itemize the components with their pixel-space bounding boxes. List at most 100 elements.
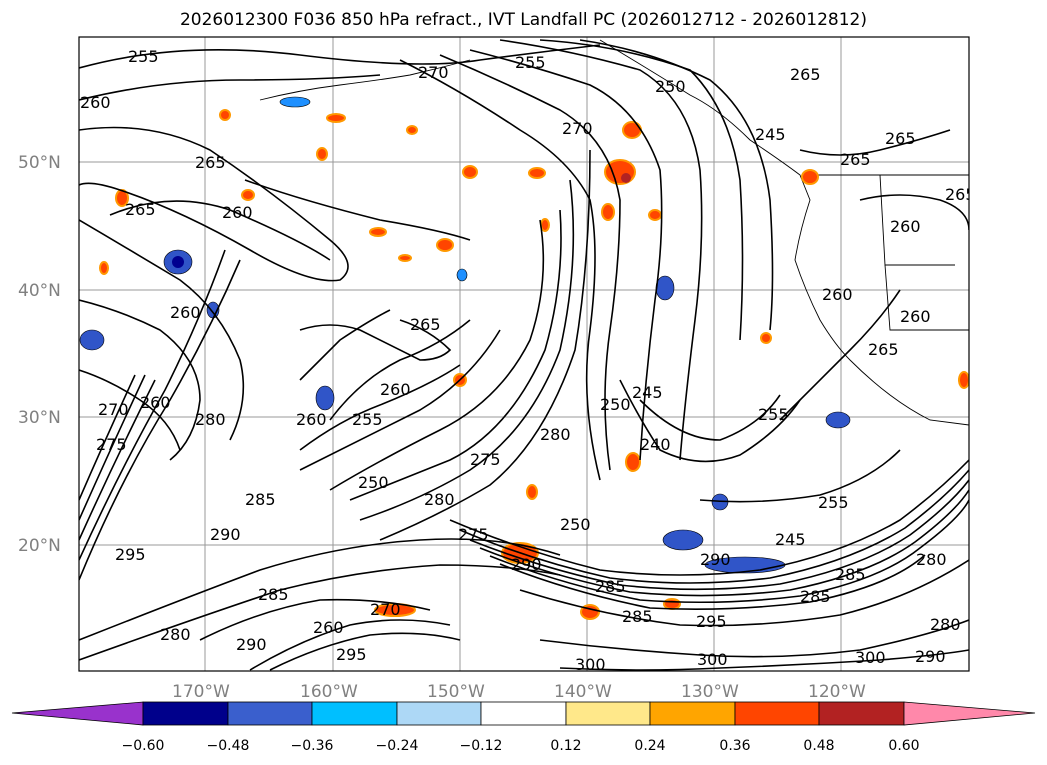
colorbar-tick: 0.24	[634, 738, 665, 754]
colorbar-segment	[142, 701, 229, 726]
lat-label-40n: 40°N	[18, 281, 61, 301]
contour-label: 270	[562, 119, 593, 138]
map-title: 2026012300 F036 850 hPa refract., IVT La…	[179, 10, 867, 30]
contour-label: 290	[236, 635, 267, 654]
contour-labels: 255 270 255 250 260 270 245 265 265 260 …	[80, 47, 976, 674]
colorbar-tick: −0.12	[460, 738, 503, 754]
contour-label: 280	[424, 490, 455, 509]
contour-label: 250	[560, 515, 591, 534]
contour-label: 300	[575, 655, 606, 674]
contour-label: 265	[885, 129, 916, 148]
contour-label: 300	[855, 648, 886, 667]
contour-label: 295	[115, 545, 146, 564]
lon-label-130w: 130°W	[681, 682, 739, 702]
contour-label: 285	[622, 607, 653, 626]
colorbar-tick: −0.24	[376, 738, 419, 754]
contour-label: 255	[758, 405, 789, 424]
contour-label: 280	[160, 625, 191, 644]
lat-label-50n: 50°N	[18, 153, 61, 173]
colorbar: −0.60 −0.48 −0.36 −0.24 −0.12 0.12 0.24 …	[11, 701, 1036, 754]
contour-label: 260	[380, 380, 411, 399]
lon-label-120w: 120°W	[808, 682, 866, 702]
colorbar-tick: 0.60	[888, 738, 919, 754]
colorbar-tick: 0.12	[550, 738, 581, 754]
contour-label: 270	[370, 600, 401, 619]
contour-label: 285	[595, 577, 626, 596]
contour-label: 245	[775, 530, 806, 549]
contour-label: 240	[640, 435, 671, 454]
contour-label: 290	[511, 555, 542, 574]
contour-label: 260	[900, 307, 931, 326]
lon-labels: 170°W 160°W 150°W 140°W 130°W 120°W	[172, 682, 866, 702]
contour-label: 265	[195, 153, 226, 172]
colorbar-segment	[565, 701, 651, 726]
contour-label: 245	[632, 383, 663, 402]
contour-label: 270	[98, 400, 129, 419]
contour-label: 265	[868, 340, 899, 359]
contour-label: 280	[195, 410, 226, 429]
coastline	[259, 39, 969, 426]
contour-label: 285	[800, 587, 831, 606]
colorbar-tick: −0.48	[207, 738, 250, 754]
lon-label-170w: 170°W	[172, 682, 230, 702]
colorbar-segment	[480, 701, 567, 726]
contour-label: 250	[358, 473, 389, 492]
colorbar-tick: 0.36	[719, 738, 750, 754]
contour-label: 275	[470, 450, 501, 469]
contour-label: 265	[945, 185, 976, 204]
colorbar-segment	[396, 701, 482, 726]
contour-label: 260	[296, 410, 327, 429]
colorbar-tick: −0.60	[122, 738, 165, 754]
contour-label: 295	[336, 645, 367, 664]
contour-label: 280	[916, 550, 947, 569]
contour-label: 255	[818, 493, 849, 512]
colorbar-segment	[734, 701, 820, 726]
colorbar-segment	[818, 701, 905, 726]
contour-label: 265	[125, 200, 156, 219]
lon-label-150w: 150°W	[427, 682, 485, 702]
contour-label: 250	[655, 77, 686, 96]
contour-label: 250	[600, 395, 631, 414]
lon-label-160w: 160°W	[300, 682, 358, 702]
contour-label: 285	[835, 565, 866, 584]
contour-label: 280	[930, 615, 961, 634]
colorbar-segment	[227, 701, 313, 726]
contour-label: 280	[540, 425, 571, 444]
colorbar-tick: 0.48	[803, 738, 834, 754]
contour-label: 285	[258, 585, 289, 604]
contour-label: 275	[96, 435, 127, 454]
colorbar-segment	[311, 701, 398, 726]
contour-label: 285	[245, 490, 276, 509]
colorbar-extend-left	[11, 701, 144, 726]
colorbar-extend-right	[903, 701, 1036, 726]
contour-label: 275	[458, 525, 489, 544]
contour-label: 260	[170, 303, 201, 322]
contour-label: 260	[890, 217, 921, 236]
contour-label: 260	[222, 203, 253, 222]
contour-label: 270	[418, 63, 449, 82]
lat-label-30n: 30°N	[18, 408, 61, 428]
contour-label: 255	[515, 53, 546, 72]
contour-label: 255	[352, 410, 383, 429]
map-frame	[78, 36, 970, 672]
colorbar-tick: −0.36	[291, 738, 334, 754]
contour-label: 255	[128, 47, 159, 66]
contour-label: 260	[80, 93, 111, 112]
contour-label: 290	[210, 525, 241, 544]
contour-label: 300	[697, 650, 728, 669]
contour-label: 260	[313, 618, 344, 637]
lat-label-20n: 20°N	[18, 536, 61, 556]
lon-label-140w: 140°W	[554, 682, 612, 702]
lat-labels: 50°N 40°N 30°N 20°N	[18, 153, 61, 556]
contour-label: 265	[840, 150, 871, 169]
contour-label: 260	[140, 393, 171, 412]
contour-label: 290	[915, 647, 946, 666]
contour-label: 260	[822, 285, 853, 304]
contour-label: 290	[700, 550, 731, 569]
contour-label: 265	[410, 315, 441, 334]
contour-label: 295	[696, 612, 727, 631]
colorbar-segment	[649, 701, 736, 726]
contour-label: 245	[755, 125, 786, 144]
contour-label: 265	[790, 65, 821, 84]
